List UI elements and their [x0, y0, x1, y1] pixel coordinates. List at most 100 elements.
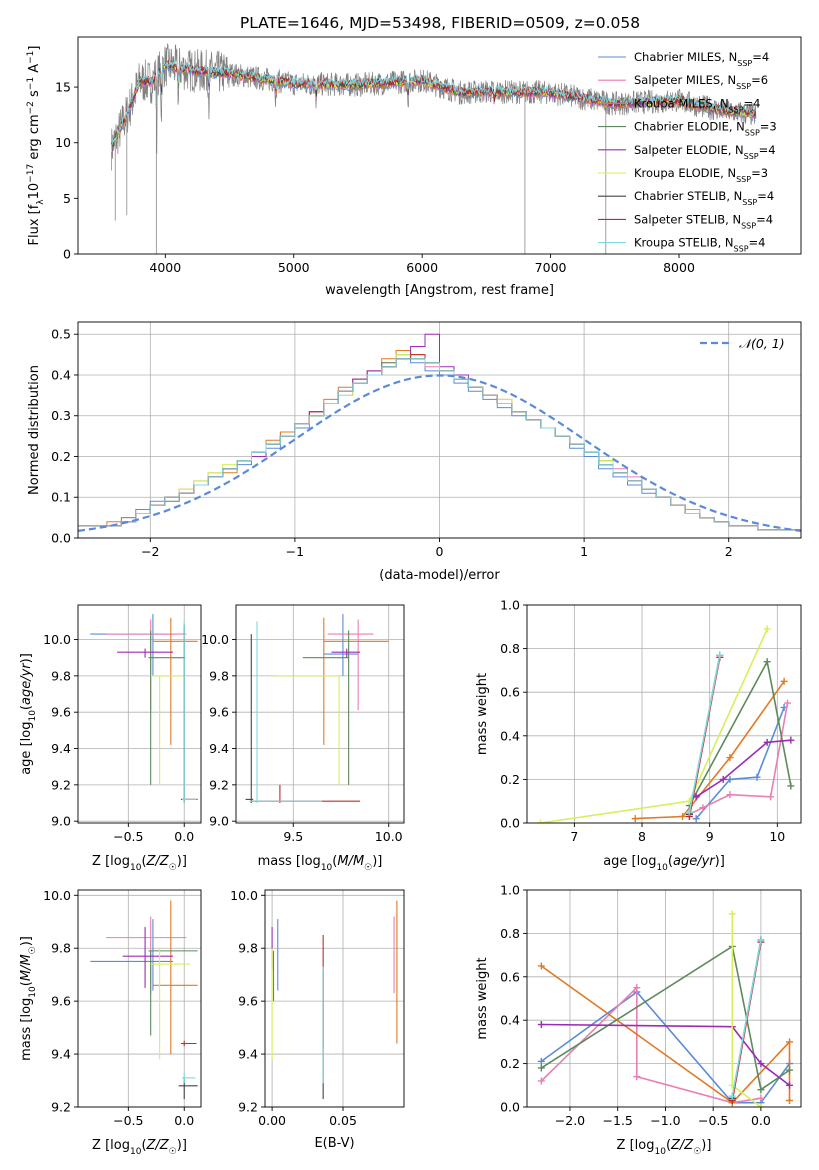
weight-marker [786, 1066, 794, 1074]
age-vs-mass-xlabel-part: mass [log [258, 854, 321, 869]
age_vs_Z-frame [77, 604, 202, 824]
weight-vs-Z-xlabel-part: ( [666, 1138, 671, 1153]
mass-vs-ebv-xlabel: E(B-V) [314, 1136, 354, 1151]
legend-sub: SSP [745, 128, 760, 137]
weight-marker [537, 962, 545, 970]
residuals-ylabel: Normed distribution [27, 365, 42, 495]
spectrum-xtick-label: 8000 [663, 260, 695, 275]
residuals-xtick-label: −2 [141, 544, 159, 559]
weight_vs_Z-ytick-label: 0.0 [500, 1100, 520, 1115]
residuals-ytick-label: 0.2 [51, 449, 71, 464]
legend-sub: SSP [729, 105, 744, 114]
weight-vs-Z-xlabel-part: Z [log [617, 1138, 655, 1153]
weight-line [541, 1023, 790, 1086]
weight_vs_Z-plot-area [537, 910, 794, 1107]
mass_vs_Z-ytick-label: 10.0 [43, 888, 71, 903]
weight_vs_Z-xtick-label: −1.0 [650, 1113, 680, 1128]
legend-label: Chabrier ELODIE, NSSP=3 [634, 120, 777, 138]
residuals-xlabel: (data-model)/error [379, 568, 500, 583]
weight-marker [783, 699, 791, 707]
mass_vs_Z-ytick-label: 9.4 [51, 1047, 71, 1062]
weight-marker [716, 651, 724, 659]
age_vs_Z-ytick-label: 9.6 [51, 705, 71, 720]
age_vs_mass-ytick-label: 9.8 [209, 668, 229, 683]
weight_vs_Z-ytick-label: 0.6 [500, 969, 520, 984]
weight_vs_age-ytick-label: 0.0 [500, 816, 520, 831]
spectrum-ylabel-part: −1 [26, 51, 36, 64]
legend-sub: SSP [736, 82, 751, 91]
weight_vs_age-xtick-label: 9 [706, 829, 714, 844]
weight-marker [631, 815, 639, 823]
mass_vs_EBV-ytick-label: 9.6 [238, 994, 258, 1009]
spectrum-ylabel-part: erg cm [27, 114, 42, 163]
weight_vs_age-xtick-label: 10 [769, 829, 785, 844]
age_vs_mass-ytick-label: 9.4 [209, 741, 229, 756]
weight-marker [537, 1064, 545, 1072]
weight-marker [685, 808, 693, 816]
weight-marker [679, 812, 687, 820]
weight-marker [786, 1081, 794, 1089]
age_vs_Z-ytick-label: 9.0 [51, 814, 71, 829]
mass_vs_Z-panel: −0.5 0.09.29.49.69.810.0Z [log10(Z/Z☉)]ma… [19, 888, 202, 1157]
residuals-ytick-label: 0.1 [51, 490, 71, 505]
weight-vs-age-xlabel-part: )] [715, 854, 725, 869]
weight-marker [728, 910, 736, 918]
spectrum-panel: 4000 5000 6000 7000 8000 0 5 10 15 wavelength [An… [26, 36, 802, 298]
legend-label: Salpeter STELIB, NSSP=4 [634, 212, 773, 230]
spectrum-ylabel-part: −1 [26, 77, 36, 90]
figure-title: PLATE=1646, MJD=53498, FIBERID=0509, z=0… [240, 14, 640, 32]
spectrum-xtick-label: 6000 [406, 260, 438, 275]
residuals-panel: −2 −1 0 1 2 0.0 0.1 0.2 0.3 0.4 0.5 𝒩(0, 1) (data-mo… [27, 321, 802, 583]
spectrum-ylabel-part: λ [36, 199, 46, 205]
weight-vs-age-xlabel-part: age [log [603, 854, 656, 869]
mass_vs_EBV-xtick-label: 0.05 [329, 1113, 357, 1128]
mass-vs-Z-xlabel-part: Z/Z [146, 1138, 170, 1153]
spectrum-frame [77, 36, 802, 255]
mass-vs-Z-ylabel: mass [log10(M/M☉)] [19, 936, 38, 1061]
age-vs-Z-xlabel-part: )] [177, 854, 187, 869]
weight_vs_Z-ytick-label: 1.0 [500, 883, 520, 898]
residuals-plot-area [78, 333, 801, 538]
weight-marker [726, 754, 734, 762]
spectrum-ylabel-part: s [27, 90, 42, 101]
mass-vs-Z-xlabel-part: )] [177, 1138, 187, 1153]
weight_vs_age-frame [526, 604, 802, 824]
age-vs-Z-ylabel-part: ( [19, 705, 34, 710]
weight-marker [537, 1077, 545, 1085]
mass-vs-Z-ylabel-part: 10 [28, 986, 38, 998]
weight_vs_Z-xtick-label: 0.0 [751, 1113, 771, 1128]
spectrum-ylabel-part: −17 [26, 164, 36, 183]
spectrum-xtick-label: 4000 [149, 260, 181, 275]
spectrum-model-line [111, 61, 756, 148]
legend-nssp: =3 [760, 120, 777, 134]
legend-nssp: =4 [759, 143, 776, 157]
age-vs-Z-ylabel-part: age/yr [19, 662, 34, 705]
spectrum-xlabel-part: wavelength [Angstrom, rest frame] [325, 283, 554, 298]
spectrum-ylabel-part: ] [27, 46, 42, 51]
mass_vs_Z-ytick-label: 9.2 [51, 1100, 71, 1115]
weight-marker [719, 775, 727, 783]
legend-nssp: =4 [752, 50, 769, 64]
residuals-xtick-label: 0 [436, 544, 444, 559]
histogram-step [78, 358, 801, 538]
age-vs-mass-xlabel: mass [log10(M/M☉)] [258, 854, 383, 873]
weight_vs_age-plot-area [537, 625, 795, 823]
spectrum-legend: Chabrier MILES, NSSP=4 Salpeter MILES, NS… [598, 50, 777, 253]
mass-vs-Z-xlabel: Z [log10(Z/Z☉)] [92, 1138, 187, 1157]
weight-marker [757, 1094, 765, 1102]
mass_vs_EBV-frame [264, 889, 405, 1108]
residuals-xtick-label: 1 [580, 544, 588, 559]
weight_vs_age-xtick-label: 8 [638, 829, 646, 844]
mass_vs_Z-ytick-label: 9.6 [51, 994, 71, 1009]
mass_vs_EBV-ytick-label: 9.2 [238, 1100, 258, 1115]
mass_vs_Z-xtick-label: −0.5 [113, 1113, 143, 1128]
weight-vs-Z-xlabel-part: Z/Z [670, 1138, 694, 1153]
weight-marker [780, 677, 788, 685]
weight-marker [767, 793, 775, 801]
weight_vs_Z-ylabel: mass weight [475, 957, 490, 1039]
weight_vs_Z-ytick-label: 0.8 [500, 926, 520, 941]
weight_vs_age-ytick-label: 1.0 [500, 598, 520, 613]
residuals-ytick-label: 0.4 [51, 367, 71, 382]
mass-vs-Z-xlabel-part: 10 [130, 1147, 142, 1157]
weight-marker [699, 804, 707, 812]
